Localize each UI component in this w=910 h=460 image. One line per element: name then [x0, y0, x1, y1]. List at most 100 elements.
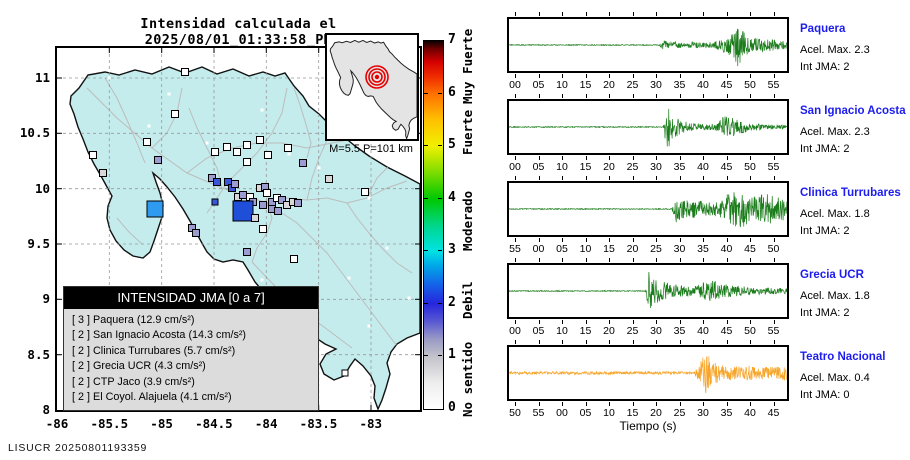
legend-item: [ 2 ] San Ignacio Acosta (14.3 cm/s²) — [72, 329, 247, 342]
station-marker — [284, 144, 292, 152]
station-marker — [325, 175, 333, 183]
time-tick-label: 30 — [697, 407, 709, 419]
time-tick-label: 15 — [603, 243, 615, 255]
axis-tick — [538, 94, 540, 98]
waveform-canvas — [508, 108, 788, 147]
time-tick-label: 35 — [720, 407, 733, 419]
time-tick-label: 55 — [767, 325, 780, 337]
time-tick-label: 30 — [650, 161, 662, 173]
time-tick-label: 45 — [720, 325, 733, 337]
time-tick-label: 40 — [720, 243, 733, 255]
time-tick-label: 55 — [767, 161, 780, 173]
station-name: Paquera — [800, 23, 846, 35]
axis-tick — [773, 94, 775, 98]
time-tick-label: 45 — [720, 161, 733, 173]
axis-tick — [609, 320, 610, 324]
lat-tick-label: 9.5 — [27, 236, 50, 251]
station-marker — [231, 180, 239, 188]
station-name: Clinica Turrubares — [800, 187, 901, 199]
axis-tick — [750, 340, 751, 344]
colorbar-tick-label: 7 — [448, 32, 456, 47]
lon-tick-label: -85 — [150, 416, 173, 431]
colorbar-tick — [438, 250, 442, 252]
axis-tick — [632, 402, 634, 406]
station-marker — [264, 151, 272, 159]
lon-tick-label: -84.5 — [195, 416, 233, 431]
station-marker — [154, 156, 162, 164]
station-marker — [274, 207, 282, 215]
colorbar-tick-label: 6 — [448, 84, 456, 100]
axis-tick — [679, 402, 681, 406]
time-tick-label: 40 — [697, 161, 709, 173]
lat-tick-label: 8.5 — [27, 346, 50, 362]
axis-tick — [679, 238, 681, 242]
time-tick-label: 50 — [744, 161, 756, 173]
lon-tick-label: -86 — [45, 416, 69, 431]
time-tick-label: 50 — [509, 407, 521, 419]
time-tick-label: 20 — [603, 161, 615, 173]
station-marker — [239, 191, 247, 199]
waveform-canvas — [508, 272, 788, 308]
time-tick-label: 35 — [673, 325, 686, 337]
station-marker — [223, 143, 231, 151]
station-marker — [256, 136, 264, 144]
station-marker — [171, 110, 179, 118]
town-dot — [167, 92, 171, 96]
colorbar-tick — [424, 145, 428, 147]
axis-tick — [703, 156, 704, 160]
colorbar-tick — [438, 197, 442, 199]
time-tick-label: 30 — [673, 243, 686, 255]
time-tick-label: 40 — [744, 407, 756, 419]
axis-tick — [703, 402, 704, 406]
intensity-category-label: No sentido — [460, 341, 475, 417]
time-tick-label: 00 — [509, 79, 521, 91]
axis-tick — [726, 176, 728, 180]
lat-tick-label: 11 — [34, 70, 50, 85]
axis-tick — [585, 238, 587, 242]
axis-tick — [726, 74, 728, 78]
axis-tick — [515, 320, 516, 324]
station-marker — [211, 198, 219, 206]
axis-tick — [609, 340, 610, 344]
axis-tick — [538, 340, 540, 344]
axis-tick — [632, 74, 634, 78]
jma-intensity-label: Int JMA: 2 — [800, 61, 850, 73]
time-tick-label: 20 — [603, 79, 615, 91]
colorbar-tick — [424, 302, 428, 304]
axis-tick — [656, 340, 657, 344]
colorbar-tick-label: 3 — [448, 242, 456, 258]
axis-tick — [773, 238, 775, 242]
axis-tick — [515, 258, 516, 262]
axis-tick — [515, 156, 516, 160]
time-tick-label: 35 — [697, 243, 709, 255]
axis-tick — [703, 238, 704, 242]
lat-tick-label: 10 — [34, 180, 50, 196]
axis-tick — [585, 12, 587, 16]
time-tick-label: 00 — [532, 243, 545, 255]
axis-tick — [632, 12, 634, 16]
town-dot — [407, 296, 411, 300]
acceleration-max-label: Acel. Max. 1.8 — [800, 208, 870, 220]
axis-tick — [656, 402, 657, 406]
jma-intensity-label: Int JMA: 2 — [800, 307, 850, 319]
axis-tick — [726, 320, 728, 324]
axis-tick — [632, 320, 634, 324]
axis-tick — [609, 402, 610, 406]
axis-tick — [773, 12, 775, 16]
axis-tick — [562, 94, 563, 98]
axis-tick — [562, 156, 563, 160]
axis-tick — [703, 340, 704, 344]
axis-tick — [515, 176, 516, 180]
axis-tick — [750, 94, 751, 98]
axis-tick — [562, 74, 563, 78]
town-dot — [147, 124, 151, 128]
axis-tick — [562, 258, 563, 262]
time-tick-label: 10 — [556, 325, 568, 337]
station-marker — [146, 200, 164, 218]
station-marker — [232, 200, 254, 222]
axis-tick — [562, 402, 563, 406]
time-tick-label: 15 — [579, 79, 592, 91]
axis-tick — [585, 340, 587, 344]
axis-tick — [703, 320, 704, 324]
town-dot — [385, 246, 389, 250]
